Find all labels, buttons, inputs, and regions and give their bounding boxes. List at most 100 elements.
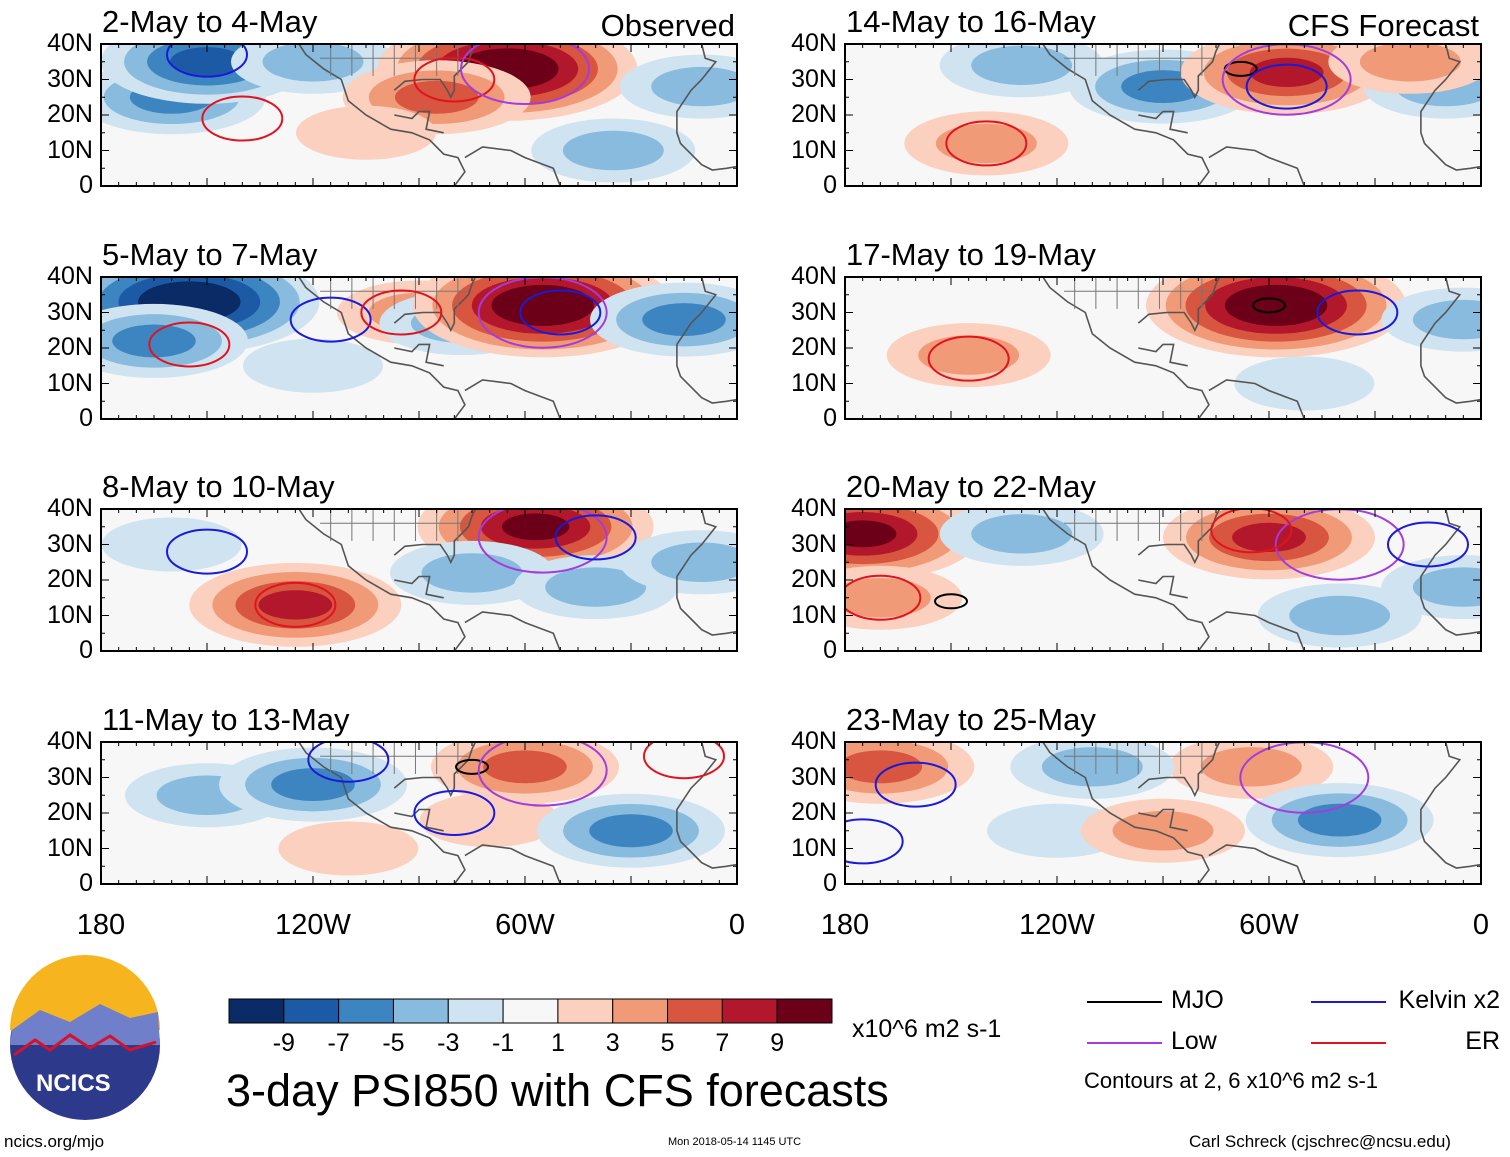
- anomaly-5-level-1: [101, 517, 242, 572]
- anomaly-6-level-2: [562, 130, 664, 171]
- y-tick-label: 10N: [47, 368, 93, 397]
- anomaly-0-level-5: [501, 513, 570, 541]
- logo-line: [13, 1033, 157, 1057]
- coastline-0: [1021, 742, 1210, 884]
- y-tick-label: 20N: [47, 565, 93, 593]
- panel-title: 14-May to 16-May: [846, 4, 1096, 39]
- anomaly-5-level-1: [278, 821, 419, 876]
- coastline-2: [1138, 343, 1188, 367]
- y-tick-label: 30N: [791, 762, 837, 791]
- y-tick-label: 40N: [47, 29, 93, 57]
- anomaly-2-level-3: [483, 750, 567, 784]
- colorbar-label: 3: [605, 1029, 620, 1057]
- y-tick-label: 40N: [791, 727, 837, 755]
- anomaly-3-level-2: [1041, 747, 1143, 787]
- x-tick-label: 60W: [495, 909, 555, 941]
- y-tick-label: 0: [79, 171, 93, 199]
- anomaly-5-level-2: [1412, 567, 1481, 607]
- coastline-0: [277, 277, 466, 419]
- column-tag: CFS Forecast: [1287, 8, 1479, 43]
- y-tick-label: 30N: [47, 64, 93, 93]
- legend-label: Kelvin x2: [1398, 986, 1500, 1014]
- colorbar-swatch-5: [502, 998, 559, 1024]
- legend-label: Low: [1171, 1027, 1217, 1055]
- panel-1-2: [845, 509, 1481, 651]
- anomaly-2-level-2: [262, 44, 364, 82]
- y-tick-label: 0: [79, 404, 93, 432]
- coastline-2: [1138, 575, 1188, 599]
- contour-er-2: [360, 289, 443, 336]
- contour-er-0: [148, 321, 231, 368]
- y-tick-label: 10N: [47, 135, 93, 164]
- contour-kelvin-1: [1316, 289, 1399, 336]
- panel-title: 2-May to 4-May: [102, 4, 318, 39]
- contour-low-3: [477, 742, 608, 807]
- anomaly-1-level-2: [1200, 747, 1302, 787]
- y-tick-label: 30N: [47, 529, 93, 558]
- contour-er-1: [254, 581, 337, 628]
- y-tick-label: 40N: [791, 494, 837, 522]
- colorbar-swatch-10: [776, 998, 833, 1024]
- contour-er-0: [845, 574, 922, 621]
- contour-note: Contours at 2, 6 x10^6 m2 s-1: [1084, 1068, 1379, 1093]
- colorbar-label: -3: [437, 1029, 460, 1057]
- y-tick-label: 10N: [791, 135, 837, 164]
- colorbar-swatch-2: [338, 998, 394, 1024]
- coastline-2: [394, 808, 444, 832]
- contour-mjo-1: [455, 758, 489, 775]
- coastline-3: [1208, 611, 1306, 651]
- x-tick-label: 60W: [1239, 909, 1299, 941]
- coastline-2: [394, 110, 444, 134]
- anomaly-4-level-3: [394, 80, 479, 114]
- anomaly-2-level-2: [845, 578, 931, 618]
- y-tick-label: 0: [823, 636, 837, 664]
- panel-1-3: [845, 742, 1481, 884]
- contour-kelvin-2: [413, 790, 496, 836]
- coastline-3: [464, 611, 562, 651]
- anomaly-1-level-2: [918, 335, 1020, 375]
- coastline-4: [676, 742, 737, 869]
- contour-er-4: [643, 742, 725, 780]
- legend-label: MJO: [1171, 986, 1224, 1014]
- coastline-4: [676, 509, 737, 636]
- coastline-1: [1137, 44, 1221, 100]
- panel-0-0: [101, 44, 737, 186]
- y-tick-label: 40N: [47, 494, 93, 522]
- coastline-3: [464, 146, 562, 186]
- x-tick-label: 0: [728, 909, 746, 941]
- anomaly-4-level-4: [258, 590, 333, 620]
- colorbar-label: 9: [770, 1029, 785, 1057]
- column-tag: Observed: [600, 8, 735, 43]
- panel-1-0: [845, 44, 1481, 186]
- y-tick-label: 0: [823, 404, 837, 432]
- contour-kelvin-2: [1245, 63, 1328, 110]
- coastline-0: [277, 509, 466, 651]
- panel-0-1: [101, 277, 737, 419]
- y-tick-label: 40N: [47, 727, 93, 755]
- contour-kelvin-0: [166, 528, 248, 575]
- contour-kelvin-0: [166, 44, 248, 78]
- coastline-4: [676, 44, 737, 171]
- coastline-1: [1137, 277, 1221, 333]
- coastline-2: [1138, 110, 1188, 134]
- x-tick-label: 180: [76, 909, 126, 941]
- contour-er-1: [201, 95, 284, 142]
- logo-text: NCICS: [36, 1070, 111, 1097]
- logo-sun: [10, 955, 160, 1030]
- y-tick-label: 0: [823, 171, 837, 199]
- y-tick-label: 20N: [791, 333, 837, 361]
- anomaly-4-level-3: [589, 814, 673, 848]
- y-tick-label: 20N: [47, 333, 93, 361]
- anomaly-5-level-2: [1359, 44, 1461, 82]
- y-tick-label: 10N: [47, 600, 93, 629]
- coastline-0: [1021, 44, 1210, 186]
- contour-er-0: [927, 335, 1010, 382]
- anomaly-2-level-1: [1234, 356, 1375, 411]
- anomaly-5-level-1: [296, 105, 436, 160]
- colorbar-swatch-8: [667, 998, 723, 1024]
- y-tick-label: 20N: [791, 100, 837, 128]
- coastline-0: [1021, 509, 1210, 651]
- anomaly-1-level-3: [112, 324, 196, 358]
- colorbar-swatch-1: [283, 998, 340, 1024]
